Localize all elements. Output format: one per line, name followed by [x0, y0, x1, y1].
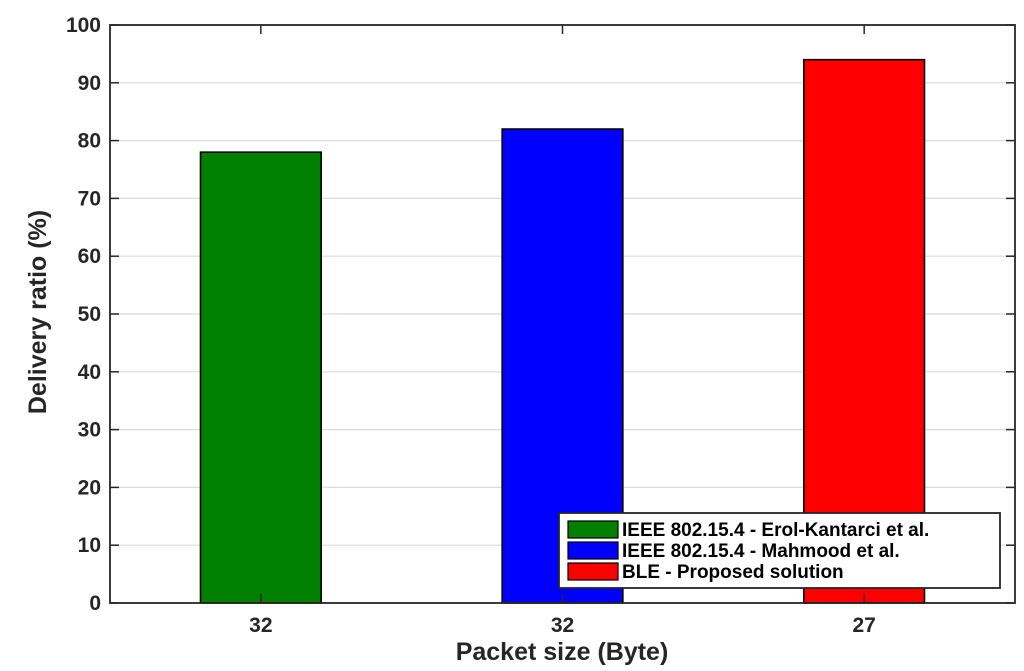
legend: IEEE 802.15.4 - Erol-Kantarci et al.IEEE… [558, 512, 1001, 589]
y-tick-label: 20 [78, 476, 101, 499]
legend-label: IEEE 802.15.4 - Erol-Kantarci et al. [622, 520, 929, 541]
x-tick-label: 32 [249, 614, 272, 637]
x-tick-label: 32 [551, 614, 574, 637]
y-tick-label: 10 [78, 534, 101, 557]
y-tick-label: 90 [78, 72, 101, 95]
legend-swatch [567, 541, 619, 560]
y-tick-label: 80 [78, 130, 101, 153]
axes [109, 24, 1016, 604]
y-tick-label: 50 [78, 303, 101, 326]
legend-swatch [567, 520, 619, 539]
legend-swatch [567, 562, 619, 581]
legend-box [558, 512, 1001, 589]
y-tick-label: 60 [78, 245, 101, 268]
bar [199, 151, 322, 604]
y-tick-label: 40 [78, 361, 101, 384]
legend-label: IEEE 802.15.4 - Mahmood et al. [622, 541, 900, 562]
y-tick-label: 30 [78, 419, 101, 442]
y-tick-labels: 0 10 20 30 40 50 60 70 80 90 100 [66, 14, 101, 615]
y-tick-label: 100 [66, 14, 101, 37]
x-tick-labels: 32 32 27 [249, 614, 876, 637]
y-axis-label: Delivery ratio (%) [24, 210, 52, 414]
y-tick-label: 70 [78, 187, 101, 210]
x-axis-label: Packet size (Byte) [456, 638, 669, 666]
y-tick-label: 0 [89, 592, 101, 615]
legend-label: BLE - Proposed solution [622, 562, 844, 583]
plot-frame [109, 24, 1016, 604]
x-tick-label: 27 [852, 614, 875, 637]
bars [199, 58, 926, 604]
